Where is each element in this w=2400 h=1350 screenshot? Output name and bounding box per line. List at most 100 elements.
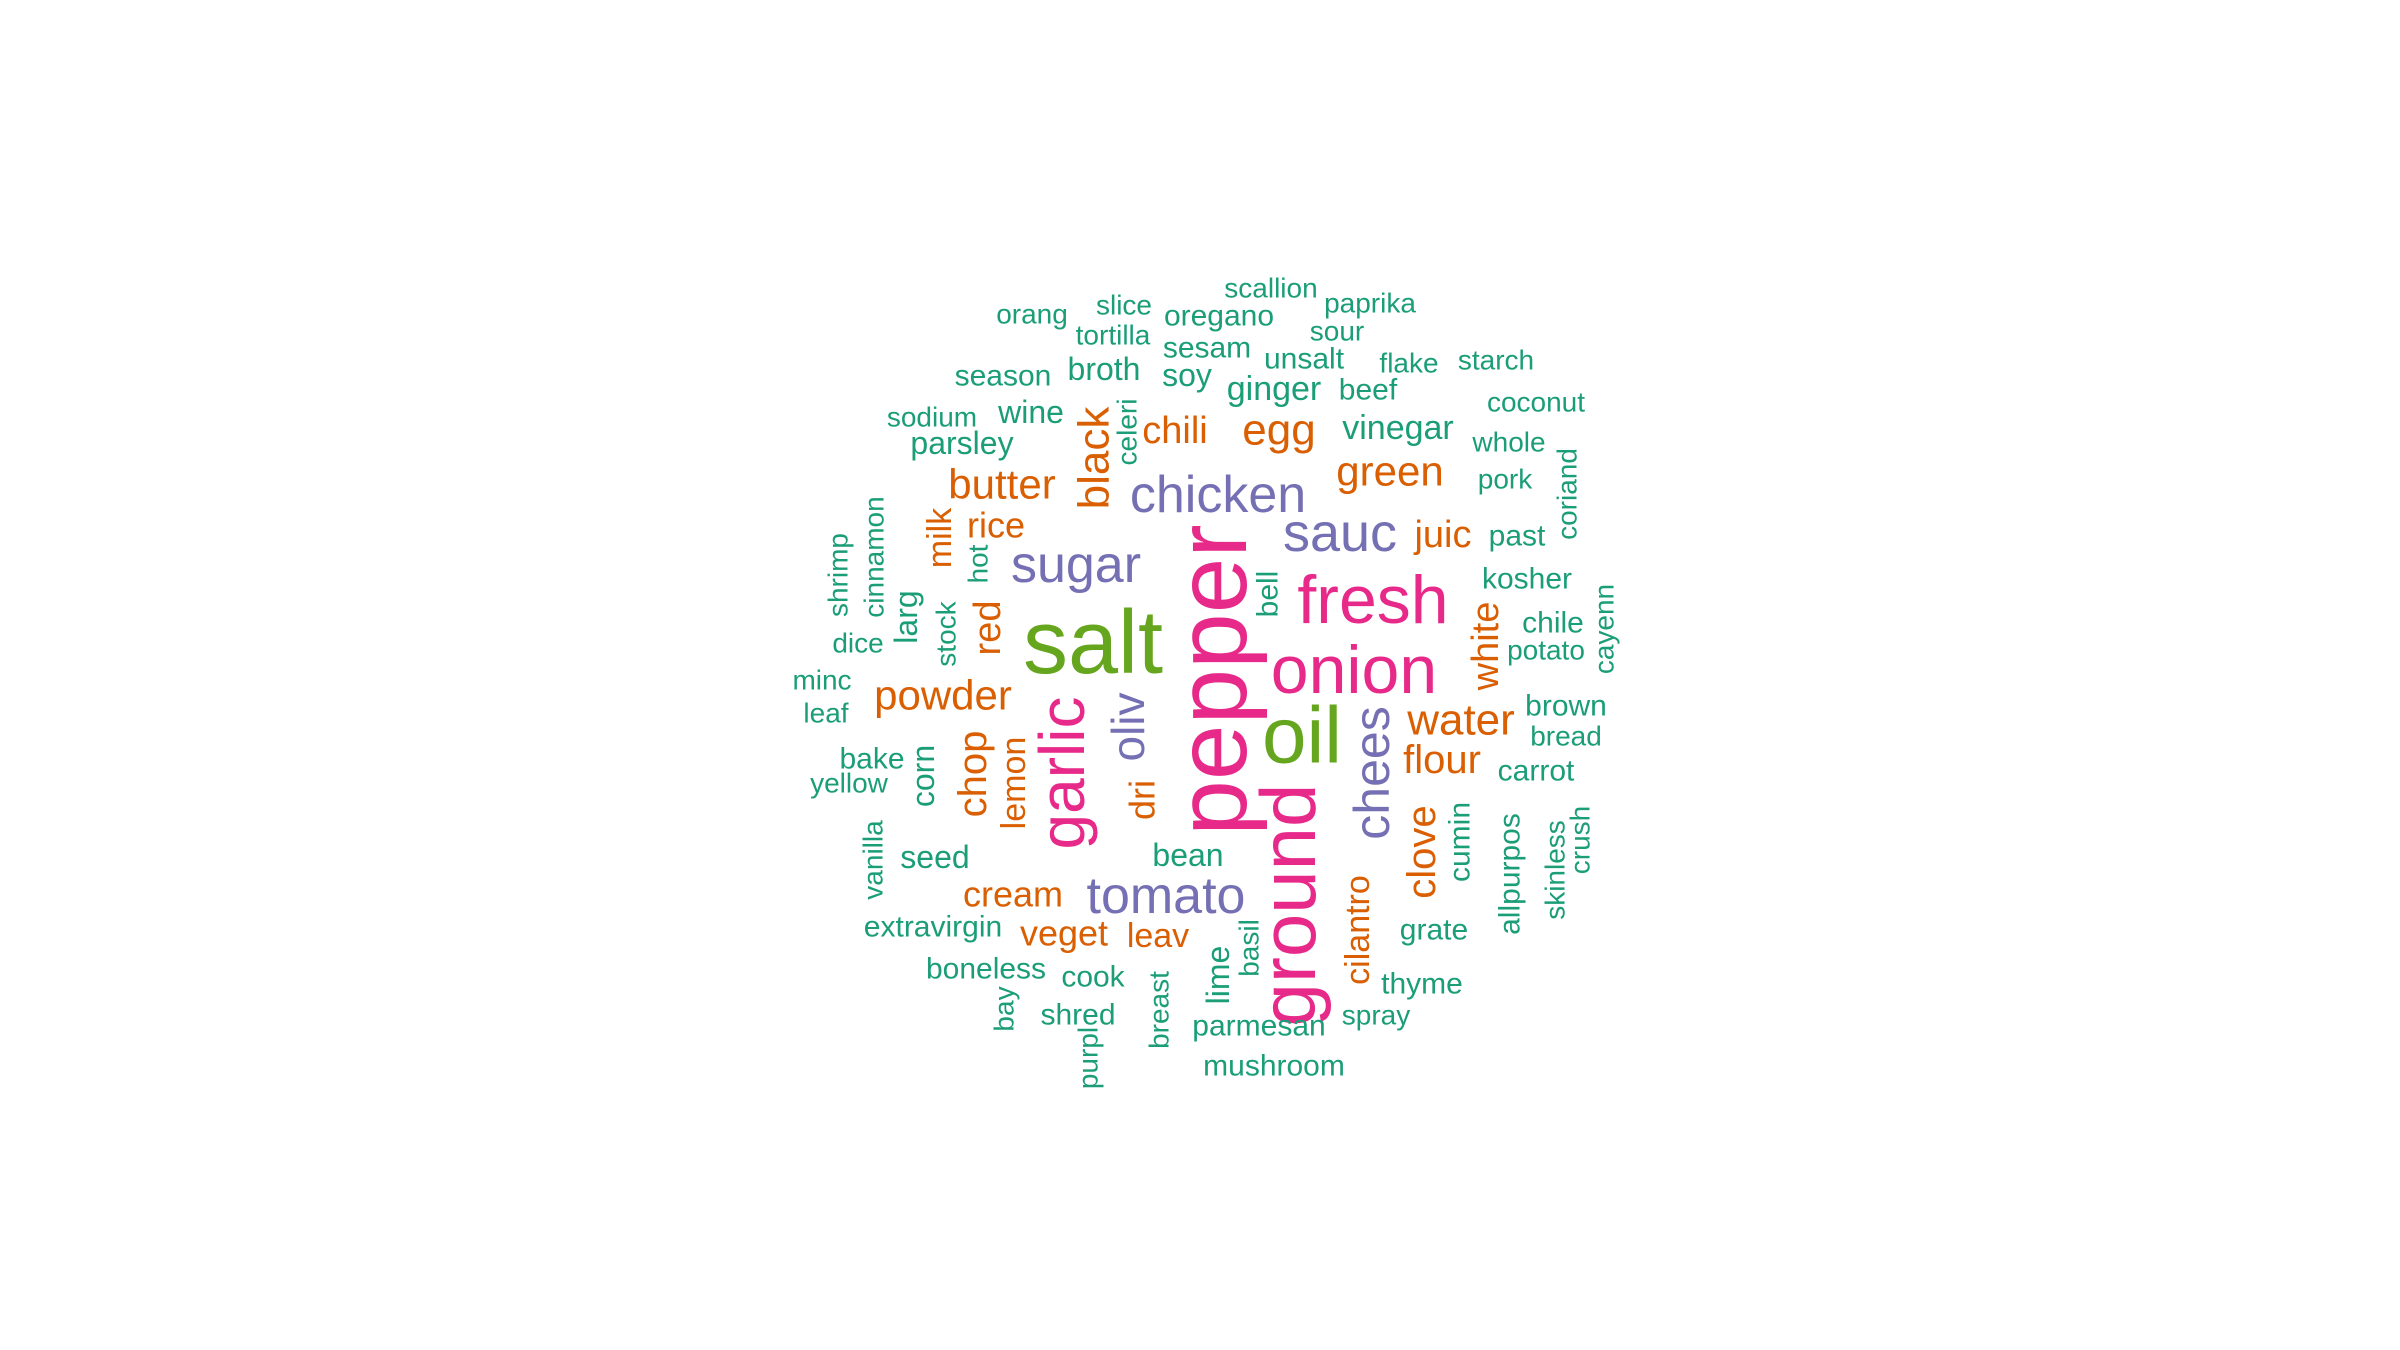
word-extravirgin: extravirgin (864, 911, 1002, 944)
word-salt: salt (1023, 593, 1163, 693)
word-sauc: sauc (1283, 503, 1397, 563)
word-bake: bake (839, 743, 904, 776)
word-kosher: kosher (1482, 563, 1572, 596)
word-potato: potato (1507, 635, 1585, 666)
word-grate: grate (1400, 914, 1468, 947)
word-fresh: fresh (1297, 562, 1448, 638)
word-purpl: purpl (1073, 1027, 1104, 1089)
word-white: white (1465, 602, 1507, 692)
word-juic: juic (1413, 514, 1471, 556)
word-sesam: sesam (1163, 332, 1251, 365)
word-sodium: sodium (887, 402, 977, 433)
word-milk: milk (921, 507, 959, 568)
word-starch: starch (1458, 345, 1534, 376)
word-oil: oil (1262, 691, 1342, 780)
word-breast: breast (1144, 971, 1175, 1049)
word-scallion: scallion (1224, 273, 1317, 304)
word-leav: leav (1127, 917, 1189, 955)
word-vinegar: vinegar (1342, 409, 1454, 447)
word-chop: chop (951, 731, 995, 818)
word-oregano: oregano (1164, 300, 1274, 333)
word-onion: onion (1271, 632, 1437, 708)
word-thyme: thyme (1381, 968, 1463, 1001)
word-corn: corn (905, 745, 941, 807)
word-mushroom: mushroom (1203, 1050, 1345, 1083)
word-whole: whole (1471, 427, 1545, 458)
word-orang: orang (996, 299, 1068, 330)
word-spray: spray (1342, 1000, 1410, 1031)
word-soy: soy (1162, 357, 1212, 393)
word-crush: crush (1565, 806, 1596, 874)
word-flake: flake (1379, 348, 1438, 379)
word-pork: pork (1478, 464, 1533, 495)
word-larg: larg (888, 590, 924, 643)
word-shrimp: shrimp (823, 533, 854, 617)
word-veget: veget (1020, 913, 1108, 954)
word-vanilla: vanilla (858, 820, 889, 900)
word-garlic: garlic (1026, 697, 1098, 850)
word-parmesan: parmesan (1192, 1010, 1325, 1043)
word-cilantro: cilantro (1339, 875, 1377, 985)
word-tomato: tomato (1087, 867, 1246, 925)
word-parsley: parsley (910, 425, 1013, 461)
word-chili: chili (1142, 410, 1207, 452)
word-tortilla: tortilla (1076, 320, 1151, 351)
word-boneless: boneless (926, 953, 1046, 986)
word-powder: powder (874, 672, 1012, 719)
word-chicken: chicken (1130, 466, 1306, 524)
word-seed: seed (900, 839, 969, 875)
word-coconut: coconut (1487, 387, 1585, 418)
word-stock: stock (931, 600, 962, 666)
word-yellow: yellow (810, 768, 889, 799)
word-allpurpos: allpurpos (1494, 813, 1527, 935)
word-egg: egg (1242, 406, 1315, 455)
word-water: water (1406, 696, 1515, 745)
word-season: season (955, 360, 1052, 393)
word-pepper: pepper (1156, 524, 1268, 835)
word-wine: wine (997, 394, 1064, 430)
word-cumin: cumin (1444, 802, 1477, 882)
word-ground: ground (1244, 784, 1332, 1027)
word-dice: dice (832, 628, 883, 659)
word-sugar: sugar (1011, 536, 1141, 594)
word-bell: bell (1252, 571, 1285, 618)
word-lemon: lemon (995, 737, 1033, 830)
word-dri: dri (1122, 780, 1163, 820)
word-sour: sour (1310, 316, 1364, 347)
word-cook: cook (1061, 961, 1125, 994)
word-leaf: leaf (803, 698, 848, 729)
word-rice: rice (967, 505, 1025, 546)
word-celeri: celeri (1112, 399, 1143, 466)
word-clove: clove (1400, 805, 1444, 898)
word-ginger: ginger (1227, 370, 1322, 408)
word-brown: brown (1525, 690, 1607, 723)
word-basil: basil (1234, 919, 1265, 977)
word-carrot: carrot (1498, 755, 1575, 788)
word-slice: slice (1096, 290, 1152, 321)
word-skinless: skinless (1540, 820, 1571, 920)
word-flour: flour (1403, 738, 1481, 782)
word-butter: butter (948, 461, 1055, 508)
word-oliv: oliv (1102, 692, 1154, 761)
word-chile: chile (1522, 607, 1584, 640)
word-past: past (1489, 520, 1546, 553)
word-cinnamon: cinnamon (859, 496, 890, 617)
word-paprika: paprika (1324, 288, 1416, 319)
word-shred: shred (1040, 999, 1115, 1032)
word-chees: chees (1344, 706, 1400, 839)
word-beef: beef (1339, 374, 1398, 407)
word-coriand: coriand (1552, 448, 1583, 540)
word-bay: bay (989, 986, 1020, 1031)
word-broth: broth (1068, 351, 1141, 387)
word-unsalt: unsalt (1264, 343, 1345, 376)
word-cayenn: cayenn (1589, 584, 1620, 674)
word-lime: lime (1200, 946, 1236, 1005)
word-hot: hot (963, 544, 994, 583)
word-cream: cream (963, 874, 1063, 915)
word-bean: bean (1152, 837, 1223, 873)
word-black: black (1070, 406, 1119, 510)
word-green: green (1336, 448, 1443, 495)
word-minc: minc (792, 665, 851, 696)
